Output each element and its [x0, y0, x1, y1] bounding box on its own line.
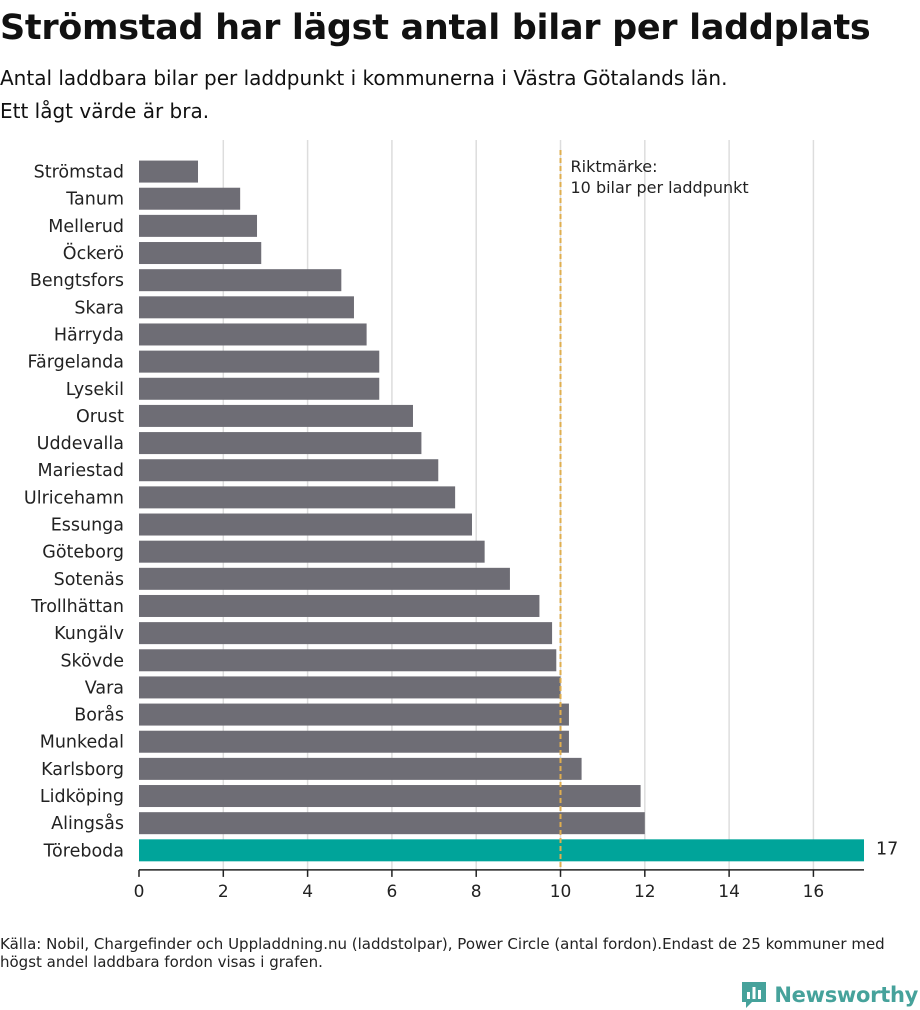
bar-8 [139, 377, 380, 400]
bar-17 [139, 622, 553, 645]
bar-24 [139, 812, 645, 835]
brand-name: Newsworthy [774, 983, 918, 1007]
x-tick-label-4: 8 [471, 882, 482, 902]
x-tick-label-2: 4 [302, 882, 313, 902]
bar-12 [139, 486, 456, 509]
reference-line-label-0: Riktmärke: [571, 157, 658, 176]
bar-23 [139, 785, 641, 808]
bar-10 [139, 432, 422, 455]
category-label-1: Tanum [65, 190, 124, 210]
bar-13 [139, 513, 472, 536]
category-label-19: Vara [85, 678, 124, 698]
category-label-24: Alingsås [51, 813, 124, 834]
bar-7 [139, 350, 380, 373]
bar-18 [139, 649, 557, 672]
bar-20 [139, 703, 569, 726]
category-label-23: Lidköping [40, 787, 124, 807]
category-label-7: Färgelanda [28, 353, 124, 373]
category-label-0: Strömstad [34, 163, 124, 183]
x-tick-label-7: 14 [718, 882, 740, 902]
bar-0 [139, 160, 199, 183]
category-label-13: Essunga [51, 516, 124, 536]
reference-line-label-1: 10 bilar per laddpunkt [571, 178, 749, 197]
category-label-22: Karlsborg [41, 760, 124, 780]
bars: 17 [139, 160, 898, 862]
x-axis: 0 2 4 6 8 10 12 14 16 [134, 869, 864, 902]
bar-22 [139, 757, 582, 780]
brand-logo: Newsworthy [740, 980, 918, 1010]
category-label-9: Orust [76, 407, 124, 427]
x-tick-label-1: 2 [218, 882, 229, 902]
bar-chart-logo-icon [742, 982, 767, 1008]
bar-19 [139, 676, 561, 699]
reference-line-group: Riktmärke: 10 bilar per laddpunkt [559, 150, 749, 870]
source-footnote: Källa: Nobil, Chargefinder och Uppladdni… [0, 935, 885, 971]
bar-1 [139, 187, 241, 210]
category-label-15: Sotenäs [54, 570, 124, 590]
bar-15 [139, 567, 510, 590]
category-label-20: Borås [74, 705, 124, 726]
subtitle-line-2: Ett lågt värde är bra. [0, 99, 210, 123]
category-label-6: Härryda [54, 325, 124, 345]
bar-6 [139, 323, 367, 346]
category-label-12: Ulricehamn [24, 488, 124, 508]
bar-11 [139, 459, 439, 482]
category-label-5: Skara [74, 298, 124, 318]
category-label-16: Trollhättan [30, 597, 124, 617]
category-label-8: Lysekil [66, 380, 124, 400]
x-tick-label-6: 12 [634, 882, 656, 902]
category-label-14: Göteborg [42, 543, 124, 563]
bar-14 [139, 540, 485, 563]
category-label-21: Munkedal [40, 733, 124, 753]
chart-title: Strömstad har lägst antal bilar per ladd… [0, 8, 871, 48]
x-tick-label-8: 16 [803, 882, 825, 902]
category-label-2: Mellerud [48, 217, 124, 237]
bar-4 [139, 269, 342, 292]
category-label-4: Bengtsfors [30, 271, 124, 291]
category-label-11: Mariestad [38, 461, 124, 481]
bar-16 [139, 594, 540, 617]
category-label-17: Kungälv [54, 624, 124, 644]
category-label-18: Skövde [60, 651, 124, 671]
bar-5 [139, 296, 354, 319]
bar-2 [139, 214, 258, 237]
chart-subtitle: Antal laddbara bilar per laddpunkt i kom… [0, 62, 900, 128]
subtitle-line-1: Antal laddbara bilar per laddpunkt i kom… [0, 66, 728, 90]
x-tick-label-0: 0 [134, 882, 145, 902]
category-label-10: Uddevalla [37, 434, 124, 454]
bar-3 [139, 242, 262, 265]
x-tick-label-3: 6 [386, 882, 397, 902]
bar-21 [139, 730, 569, 753]
data-label-highlight: 17 [876, 839, 898, 859]
bar-25 [139, 839, 864, 862]
category-label-3: Öckerö [63, 242, 124, 264]
x-tick-label-5: 10 [550, 882, 572, 902]
bar-chart: 17 Riktmärke: 10 bilar per laddpunkt Strö… [24, 140, 898, 902]
bar-9 [139, 404, 413, 427]
category-labels: Strömstad Tanum Mellerud Öckerö Bengtsfors Sk… [24, 163, 124, 862]
category-label-25: Töreboda [43, 841, 124, 861]
